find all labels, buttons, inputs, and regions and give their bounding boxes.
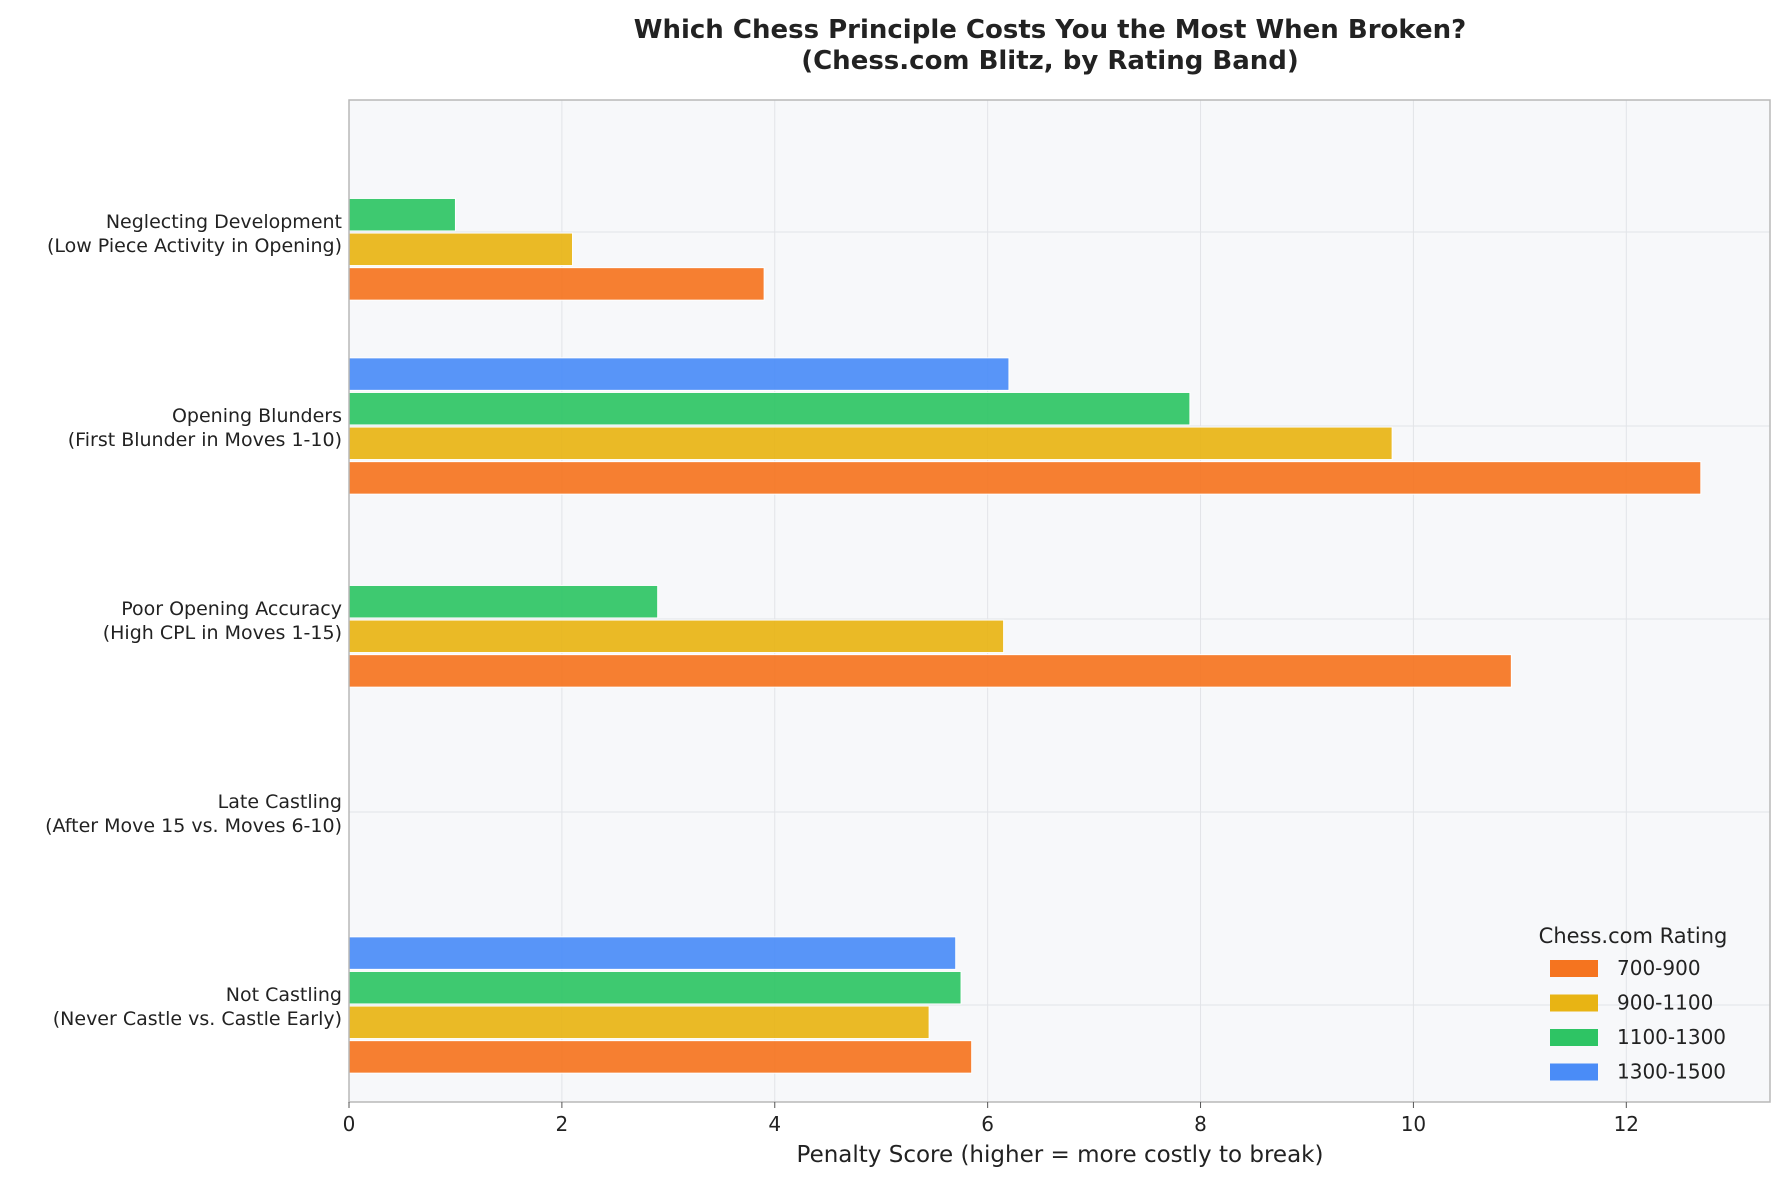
- category-label: Neglecting Development: [106, 211, 342, 233]
- category-label: Late Castling: [218, 791, 342, 813]
- bar-1100-1300: [348, 970, 962, 1005]
- bar-700-900: [348, 267, 765, 301]
- category-sublabel: (Never Castle vs. Castle Early): [53, 1008, 342, 1030]
- plot-frame: [348, 99, 1771, 1103]
- bar-1100-1300: [348, 197, 456, 232]
- category-label: Opening Blunders: [172, 405, 342, 427]
- bar-1100-1300: [348, 584, 659, 619]
- legend: Chess.com Rating 700-900 900-1100 1100-130…: [1539, 924, 1728, 1084]
- x-tick-label: 12: [1614, 1112, 1639, 1136]
- bar-700-900: [348, 1040, 973, 1074]
- bar-1300-1500: [348, 936, 957, 970]
- bar-900-1100: [348, 1005, 930, 1040]
- bar-700-900: [348, 461, 1702, 495]
- legend-label: 1300-1500: [1617, 1060, 1726, 1084]
- bar-900-1100: [348, 232, 574, 267]
- category-label: Not Castling: [226, 984, 342, 1006]
- x-axis-title: Penalty Score (higher = more costly to b…: [797, 1142, 1324, 1168]
- bar-900-1100: [348, 619, 1005, 654]
- bar-1300-1500: [348, 357, 1010, 391]
- x-tick-label: 8: [1194, 1112, 1207, 1136]
- x-axis-ticks: 0 2 4 6 8 10 12: [343, 1102, 1639, 1136]
- category-sublabel: (Low Piece Activity in Opening): [47, 235, 342, 257]
- bar-700-900: [348, 654, 1512, 688]
- x-tick-label: 6: [981, 1112, 994, 1136]
- bar-1100-1300: [348, 391, 1191, 426]
- chart-subtitle: (Chess.com Blitz, by Rating Band): [801, 46, 1299, 76]
- x-tick-label: 10: [1401, 1112, 1426, 1136]
- category-sublabel: (After Move 15 vs. Moves 6-10): [45, 815, 342, 837]
- y-axis-categories: Neglecting Development(Low Piece Activit…: [45, 211, 342, 1030]
- category-sublabel: (High CPL in Moves 1-15): [103, 622, 342, 644]
- bar-900-1100: [348, 426, 1393, 461]
- legend-swatch-700-900: [1550, 960, 1598, 977]
- category-label: Poor Opening Accuracy: [121, 598, 342, 620]
- chart-title: Which Chess Principle Costs You the Most…: [634, 15, 1466, 45]
- legend-title: Chess.com Rating: [1539, 924, 1728, 948]
- legend-swatch-900-1100: [1550, 994, 1598, 1012]
- category-sublabel: (First Blunder in Moves 1-10): [68, 429, 342, 451]
- x-tick-label: 0: [343, 1112, 356, 1136]
- x-tick-label: 2: [556, 1112, 569, 1136]
- legend-label: 900-1100: [1617, 991, 1713, 1015]
- legend-label: 700-900: [1617, 956, 1701, 980]
- legend-swatch-1100-1300: [1550, 1029, 1598, 1046]
- legend-swatch-1300-1500: [1550, 1063, 1598, 1081]
- bars: [348, 197, 1702, 1074]
- x-tick-label: 4: [768, 1112, 781, 1136]
- legend-label: 1100-1300: [1617, 1025, 1726, 1049]
